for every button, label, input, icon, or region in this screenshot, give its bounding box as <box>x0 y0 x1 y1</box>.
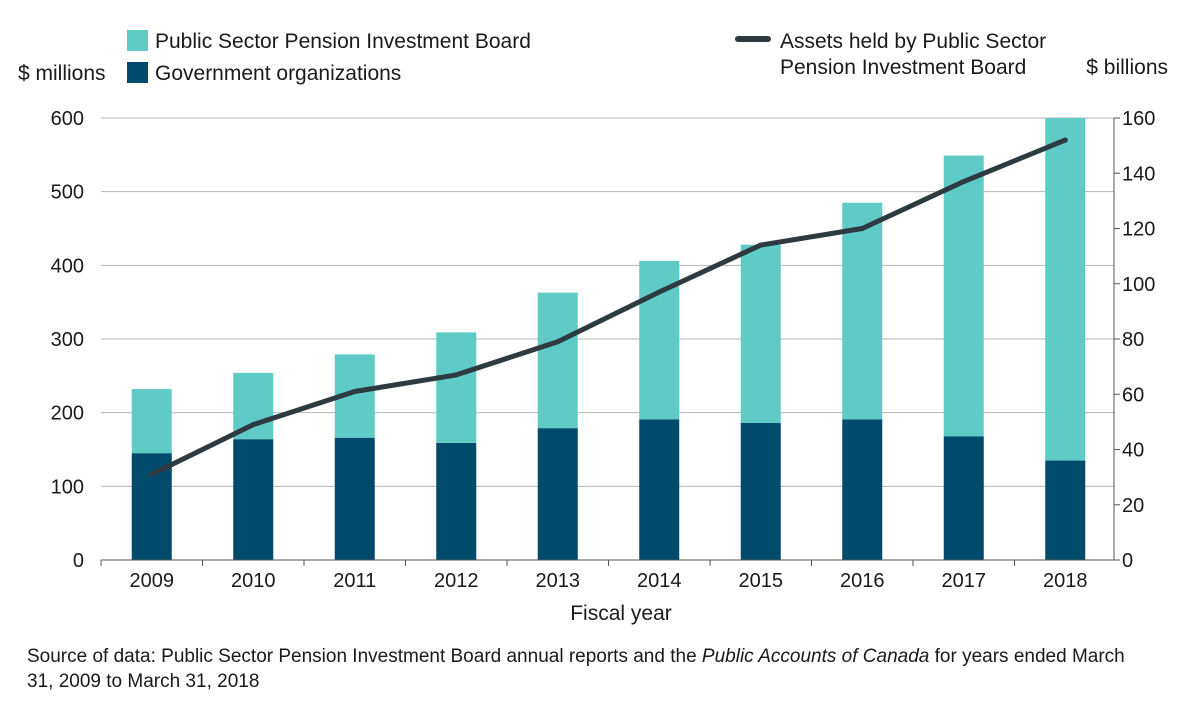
y-left-tick-label: 300 <box>51 329 84 351</box>
x-tick-label: 2010 <box>231 570 276 592</box>
y-right-tick-label: 40 <box>1122 440 1144 462</box>
y-left-tick-label: 500 <box>51 182 84 204</box>
bar-pspib <box>740 244 781 423</box>
line-point <box>656 289 662 295</box>
line-point <box>961 179 967 185</box>
x-tick-label: 2012 <box>434 570 479 592</box>
y-right-tick-label: 60 <box>1122 384 1144 406</box>
bar-pspib <box>233 372 274 440</box>
bar-government-organizations <box>842 419 883 560</box>
source-suffix: for years ended March 31, 2009 to March … <box>27 646 1125 692</box>
line-layer <box>149 137 1068 477</box>
legend-swatch-government <box>127 62 148 83</box>
bar-government-organizations <box>334 437 375 560</box>
y-left-tick-label: 200 <box>51 403 84 425</box>
bar-government-organizations <box>740 422 781 560</box>
y-right-tick-label: 100 <box>1122 274 1155 296</box>
source-prefix: Source of data: Public Sector Pension In… <box>27 646 702 667</box>
legend-label-government: Government organizations <box>155 62 401 85</box>
bar-government-organizations <box>639 419 680 560</box>
bar-government-organizations <box>1045 460 1086 560</box>
y-right-tick-label: 120 <box>1122 219 1155 241</box>
source-italic: Public Accounts of Canada <box>701 646 930 667</box>
x-tick-label: 2015 <box>739 570 784 592</box>
bar-pspib <box>436 332 477 443</box>
line-point <box>758 242 764 248</box>
x-tick-label: 2017 <box>942 570 987 592</box>
line-point <box>352 388 358 394</box>
line-point <box>453 372 459 378</box>
line-point <box>555 339 561 345</box>
x-tick-label: 2013 <box>536 570 581 592</box>
y-right-tick-label: 80 <box>1122 329 1144 351</box>
y-right-tick-label: 160 <box>1122 108 1155 130</box>
bar-government-organizations <box>537 428 578 560</box>
bar-government-organizations <box>131 453 172 560</box>
axis-layer <box>100 117 1120 566</box>
y-left-tick-label: 600 <box>51 108 84 130</box>
legend-label-pspib: Public Sector Pension Investment Board <box>155 30 531 53</box>
bar-government-organizations <box>233 439 274 560</box>
label-layer: 0 100 200 300 400 500 600 0 20 40 60 80 100 120 140 160… <box>18 56 1168 625</box>
chart-svg: 0 100 200 300 400 500 600 0 20 40 60 80 100 120 140 160… <box>18 30 1168 625</box>
line-point <box>149 471 155 477</box>
y-left-tick-label: 0 <box>73 550 84 572</box>
line-point <box>1062 137 1068 143</box>
bar-pspib <box>842 202 883 420</box>
bar-pspib <box>537 292 578 429</box>
y-right-tick-label: 20 <box>1122 495 1144 517</box>
line-point <box>250 422 256 428</box>
bar-pspib <box>943 155 984 437</box>
x-tick-label: 2018 <box>1043 570 1088 592</box>
legend-label-line-2: Pension Investment Board <box>780 56 1026 79</box>
bar-government-organizations <box>943 436 984 560</box>
source-note: Source of data: Public Sector Pension In… <box>27 644 1147 694</box>
line-assets-pspib <box>149 137 1068 477</box>
x-axis-title: Fiscal year <box>570 602 672 625</box>
y-right-tick-label: 0 <box>1122 550 1133 572</box>
x-tick-label: 2011 <box>333 570 376 592</box>
legend-label-line-1: Assets held by Public Sector <box>780 30 1046 53</box>
legend-swatch-pspib <box>127 30 148 51</box>
x-tick-label: 2009 <box>130 570 175 592</box>
y-left-tick-label: 100 <box>51 476 84 498</box>
y-right-unit: $ billions <box>1086 56 1168 79</box>
y-left-unit: $ millions <box>18 62 106 85</box>
y-right-tick-label: 140 <box>1122 163 1155 185</box>
bar-pspib <box>131 389 172 454</box>
legend-layer: Public Sector Pension Investment Board Go… <box>127 30 1046 85</box>
bar-government-organizations <box>436 442 477 560</box>
bar-pspib <box>1045 118 1086 461</box>
y-left-tick-label: 400 <box>51 255 84 277</box>
bar-layer <box>131 118 1086 560</box>
line-point <box>859 226 865 231</box>
x-tick-label: 2014 <box>637 570 682 592</box>
x-tick-label: 2016 <box>840 570 885 592</box>
